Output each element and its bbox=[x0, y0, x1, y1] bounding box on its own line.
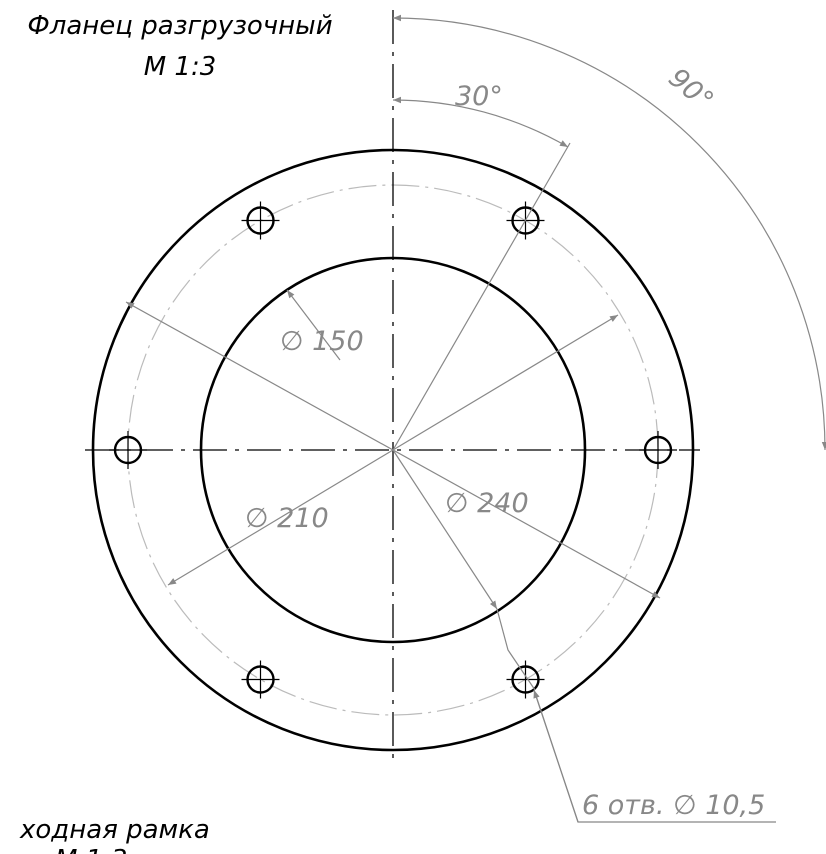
angle-30: 30° bbox=[455, 81, 503, 112]
second-title: ходная рамка bbox=[19, 815, 210, 845]
angle-90: 90° bbox=[663, 62, 720, 117]
title: Фланец разгрузочный bbox=[27, 11, 332, 41]
second-scale: М 1:3 bbox=[55, 845, 128, 854]
geometry bbox=[85, 10, 826, 823]
dim-bolt: ∅ 210 bbox=[245, 503, 329, 534]
dim-inner: ∅ 150 bbox=[280, 326, 364, 357]
scale: М 1:3 bbox=[144, 52, 217, 82]
dim-holes: 6 отв. ∅ 10,5 bbox=[582, 790, 765, 821]
dim-outer: ∅ 240 bbox=[445, 488, 529, 519]
